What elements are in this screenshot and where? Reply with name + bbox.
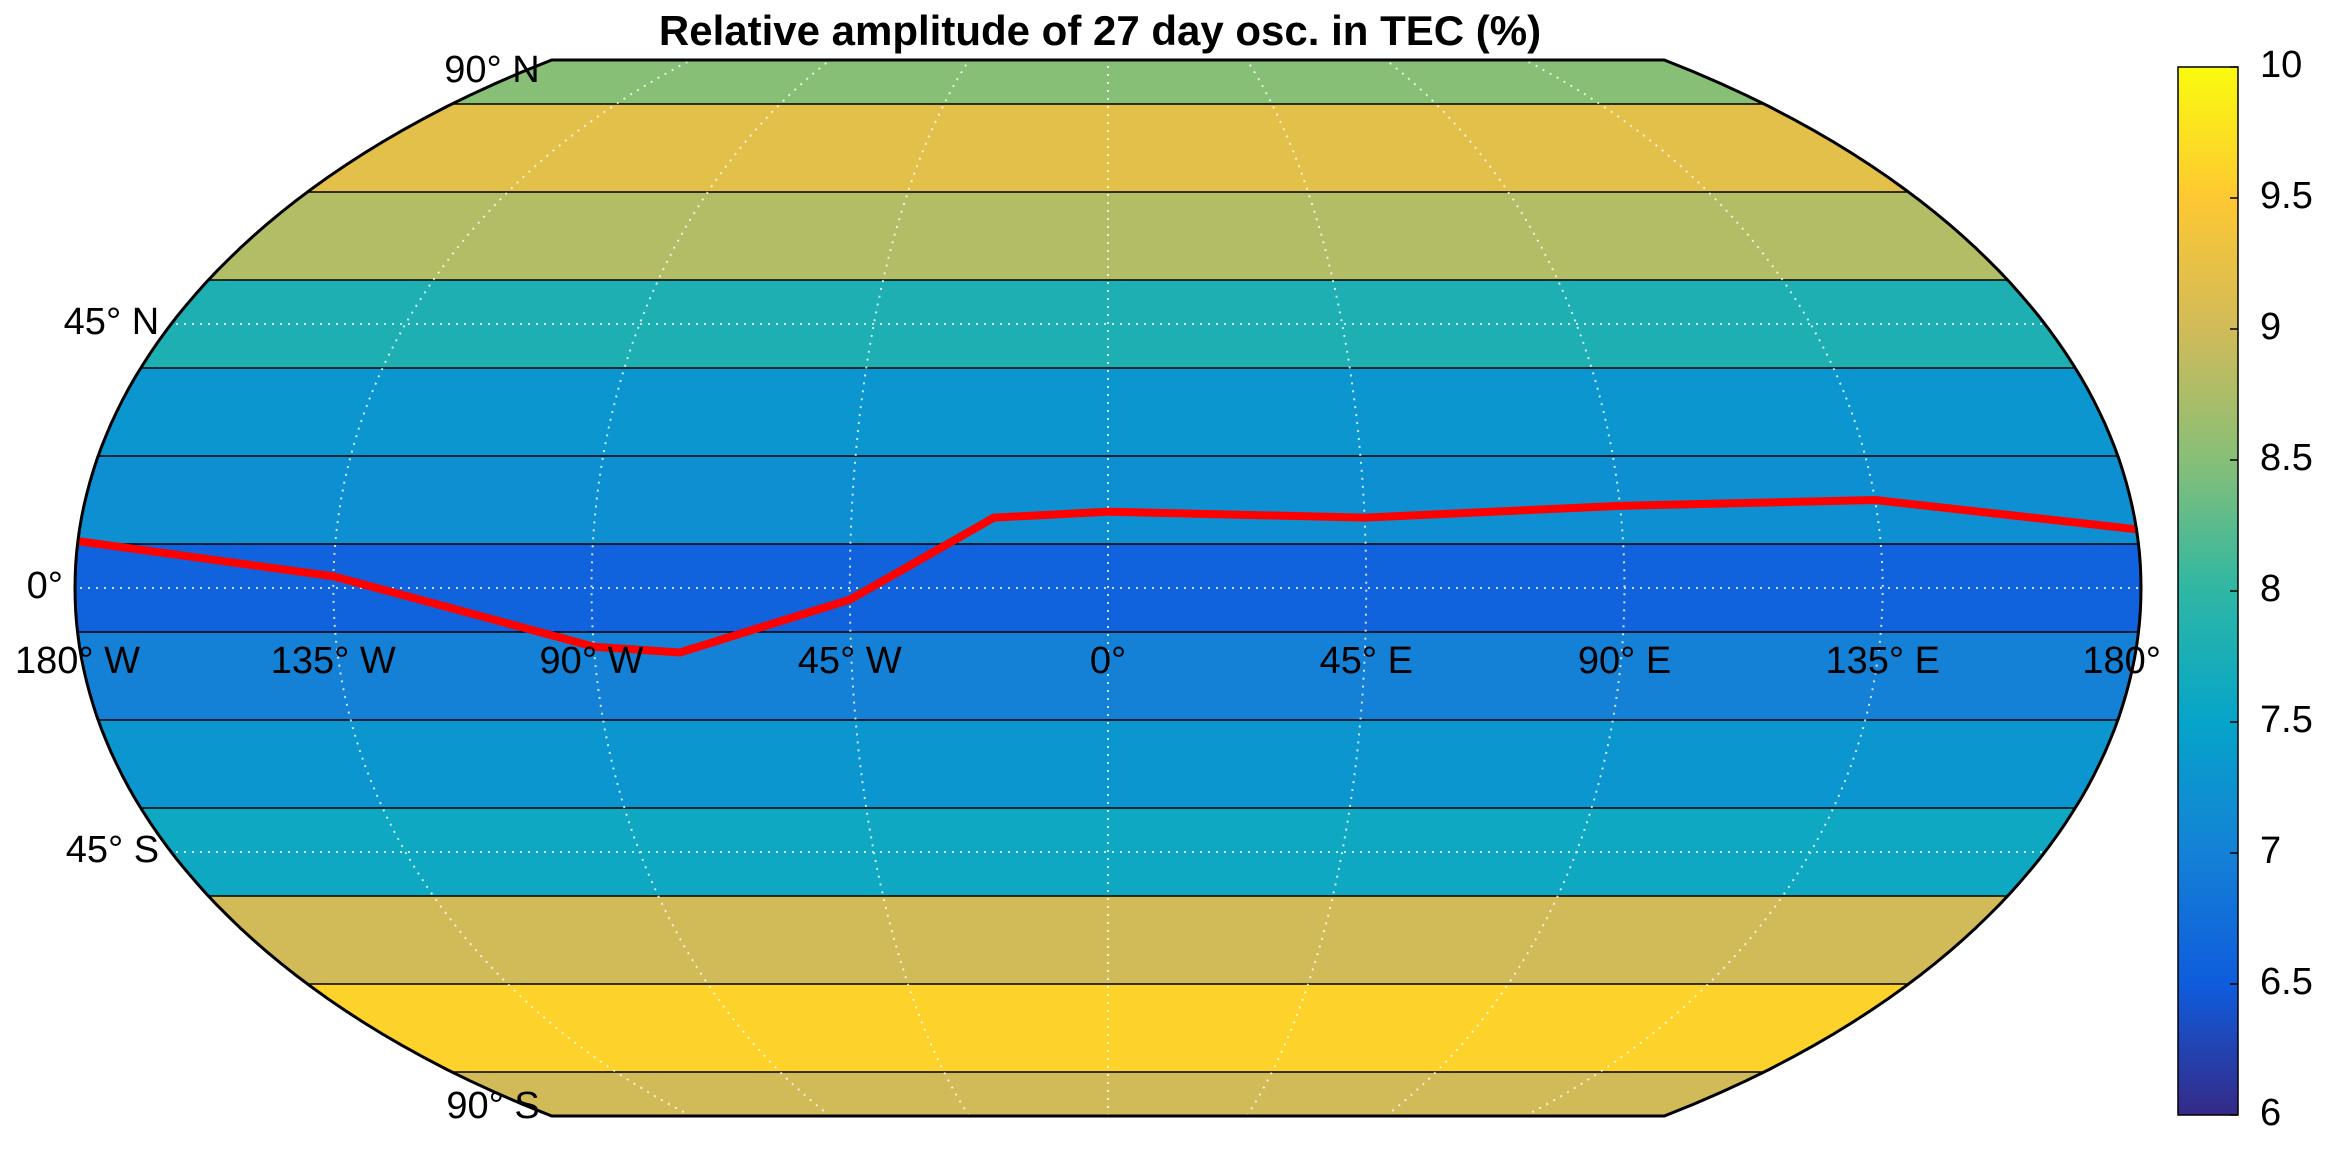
lon-label: 90° W <box>540 640 644 682</box>
lat-label: 0° <box>27 565 63 607</box>
zonal-band <box>75 720 2141 808</box>
map-body <box>75 60 2141 1116</box>
magnetic-equator <box>77 496 2137 657</box>
zonal-band <box>75 1072 2141 1116</box>
zonal-band <box>75 456 2141 544</box>
colorbar-tick-label: 8.5 <box>2260 437 2313 479</box>
zonal-band <box>75 104 2141 192</box>
lat-label: 45° N <box>64 301 159 343</box>
lon-label: 180° W <box>15 640 140 682</box>
lon-label: 0° <box>1090 640 1126 682</box>
colorbar-tick-label: 8 <box>2260 568 2281 610</box>
colorbar-tick-label: 6 <box>2260 1092 2281 1134</box>
zonal-band <box>75 984 2141 1072</box>
colorbar-scale <box>2177 66 2239 1116</box>
zonal-band <box>75 544 2141 632</box>
colorbar-tick-label: 7 <box>2260 830 2281 872</box>
zonal-band <box>75 60 2141 104</box>
zonal-band <box>75 192 2141 280</box>
colorbar-tick-label: 9.5 <box>2260 175 2313 217</box>
zonal-band <box>75 808 2141 896</box>
meridian <box>590 60 831 1116</box>
colorbar-tick-label: 10 <box>2260 44 2302 86</box>
lon-label: 90° E <box>1578 640 1671 682</box>
colorbar: 6 6.5 7 7.5 8 8.5 9 9.5 10 <box>2177 44 2313 1134</box>
colorbar-tick-label: 7.5 <box>2260 699 2313 741</box>
zonal-band <box>75 896 2141 984</box>
lon-label: 180° <box>2082 640 2161 682</box>
colorbar-tick-label: 9 <box>2260 306 2281 348</box>
zonal-band <box>75 368 2141 456</box>
lon-label: 135° W <box>271 640 396 682</box>
lon-label: 135° E <box>1825 640 1940 682</box>
meridian <box>1385 60 1626 1116</box>
colorbar-tick-label: 6.5 <box>2260 961 2313 1003</box>
lon-label: 45° E <box>1320 640 1413 682</box>
map-title: Relative amplitude of 27 day osc. in TEC… <box>659 7 1541 54</box>
lat-label: 45° S <box>66 829 159 871</box>
lon-label: 45° W <box>798 640 902 682</box>
zonal-band <box>75 280 2141 368</box>
map-frame <box>73 58 2143 1118</box>
